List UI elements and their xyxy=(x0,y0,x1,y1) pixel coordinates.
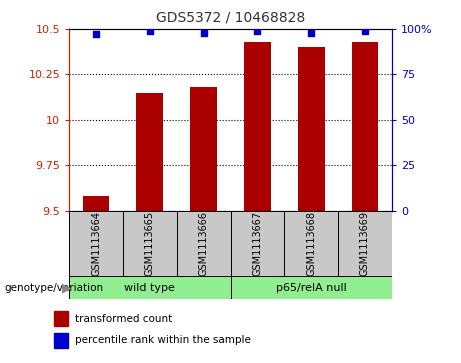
Bar xyxy=(230,276,392,299)
Bar xyxy=(69,276,230,299)
Text: ▶: ▶ xyxy=(62,281,72,294)
Bar xyxy=(123,211,177,276)
Bar xyxy=(338,211,392,276)
Text: transformed count: transformed count xyxy=(76,314,173,324)
Bar xyxy=(190,87,217,211)
Bar xyxy=(298,47,325,211)
Bar xyxy=(136,93,163,211)
Text: GSM1113667: GSM1113667 xyxy=(252,211,262,276)
Bar xyxy=(177,211,230,276)
Text: wild type: wild type xyxy=(124,283,175,293)
Bar xyxy=(284,211,338,276)
Text: GSM1113665: GSM1113665 xyxy=(145,211,155,276)
Bar xyxy=(54,311,68,326)
Point xyxy=(361,28,369,34)
Point xyxy=(307,30,315,36)
Bar xyxy=(351,42,378,211)
Text: GSM1113664: GSM1113664 xyxy=(91,211,101,276)
Bar xyxy=(69,211,123,276)
Text: genotype/variation: genotype/variation xyxy=(5,283,104,293)
Point xyxy=(200,30,207,36)
Bar xyxy=(83,196,109,211)
Text: GSM1113668: GSM1113668 xyxy=(306,211,316,276)
Point xyxy=(92,32,100,37)
Text: GSM1113666: GSM1113666 xyxy=(199,211,209,276)
Text: percentile rank within the sample: percentile rank within the sample xyxy=(76,335,251,346)
Point xyxy=(146,28,154,34)
Text: GSM1113669: GSM1113669 xyxy=(360,211,370,276)
Bar xyxy=(244,42,271,211)
Point xyxy=(254,28,261,34)
Bar xyxy=(54,333,68,348)
Text: GDS5372 / 10468828: GDS5372 / 10468828 xyxy=(156,11,305,25)
Bar xyxy=(230,211,284,276)
Text: p65/relA null: p65/relA null xyxy=(276,283,347,293)
